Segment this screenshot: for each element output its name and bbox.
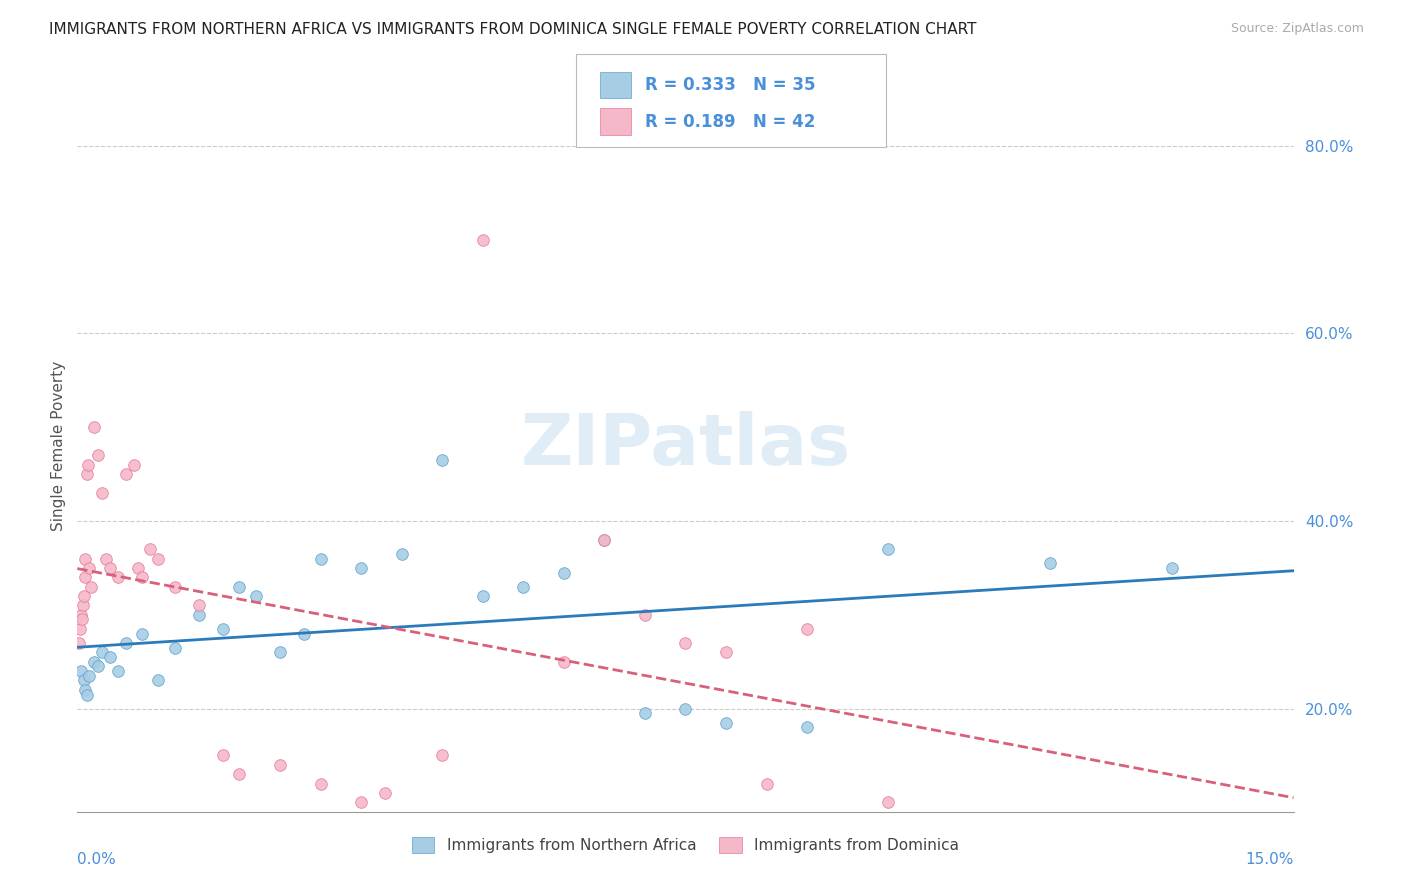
Point xyxy=(79,561,101,575)
Point xyxy=(122,458,145,472)
Point xyxy=(107,664,129,678)
Legend: Immigrants from Northern Africa, Immigrants from Dominica: Immigrants from Northern Africa, Immigra… xyxy=(405,830,966,859)
Point xyxy=(127,561,149,575)
Point xyxy=(675,636,697,650)
Point xyxy=(212,622,235,636)
Point xyxy=(73,570,96,584)
Point xyxy=(163,640,186,655)
Point xyxy=(309,551,332,566)
Point xyxy=(553,566,575,580)
Point xyxy=(796,720,818,734)
Point xyxy=(94,551,117,566)
Point xyxy=(430,453,453,467)
Point xyxy=(148,551,170,566)
Point xyxy=(75,551,97,566)
Text: 15.0%: 15.0% xyxy=(1246,852,1294,867)
Point xyxy=(79,669,101,683)
Point xyxy=(309,776,332,790)
Point xyxy=(1039,556,1062,570)
Point xyxy=(374,786,396,800)
Point xyxy=(1161,561,1184,575)
Point xyxy=(228,580,250,594)
Point xyxy=(212,748,235,763)
Point xyxy=(115,467,138,482)
Point xyxy=(796,622,818,636)
Point xyxy=(115,636,138,650)
Point xyxy=(391,547,413,561)
Text: Source: ZipAtlas.com: Source: ZipAtlas.com xyxy=(1230,22,1364,36)
Point xyxy=(675,701,697,715)
Point xyxy=(553,655,575,669)
Point xyxy=(228,767,250,781)
Point xyxy=(73,673,96,688)
Point xyxy=(98,650,121,665)
Point xyxy=(471,233,494,247)
Point xyxy=(90,486,112,500)
Point xyxy=(350,561,373,575)
Point xyxy=(69,622,91,636)
Point xyxy=(83,655,105,669)
Point xyxy=(72,599,94,613)
Point xyxy=(70,607,93,622)
Point xyxy=(634,706,657,721)
Point xyxy=(80,580,103,594)
Point xyxy=(714,645,737,659)
Text: IMMIGRANTS FROM NORTHERN AFRICA VS IMMIGRANTS FROM DOMINICA SINGLE FEMALE POVERT: IMMIGRANTS FROM NORTHERN AFRICA VS IMMIG… xyxy=(49,22,977,37)
Point xyxy=(593,533,616,547)
Text: 0.0%: 0.0% xyxy=(77,852,117,867)
Point xyxy=(188,599,211,613)
Point xyxy=(471,589,494,603)
Point xyxy=(131,626,153,640)
Point xyxy=(245,589,267,603)
Point xyxy=(292,626,315,640)
Text: R = 0.333   N = 35: R = 0.333 N = 35 xyxy=(645,76,815,94)
Text: ZIPatlas: ZIPatlas xyxy=(520,411,851,481)
Point xyxy=(76,467,98,482)
Point xyxy=(269,757,291,772)
Point xyxy=(877,795,900,809)
Point xyxy=(269,645,291,659)
Point xyxy=(70,612,93,626)
Point xyxy=(139,542,162,557)
Point xyxy=(83,420,105,434)
Point xyxy=(714,715,737,730)
Point xyxy=(131,570,153,584)
Point xyxy=(76,458,98,472)
Point xyxy=(86,449,108,463)
Point xyxy=(67,636,90,650)
Text: R = 0.189   N = 42: R = 0.189 N = 42 xyxy=(645,112,815,130)
Point xyxy=(163,580,186,594)
Point xyxy=(86,659,108,673)
Point xyxy=(755,776,778,790)
Point xyxy=(76,688,98,702)
Point xyxy=(593,533,616,547)
Point xyxy=(188,607,211,622)
Point xyxy=(350,795,373,809)
Point xyxy=(877,542,900,557)
Point xyxy=(70,664,93,678)
Point xyxy=(148,673,170,688)
Point xyxy=(73,589,96,603)
Point xyxy=(75,682,97,697)
Point xyxy=(107,570,129,584)
Point xyxy=(634,607,657,622)
Point xyxy=(90,645,112,659)
Point xyxy=(512,580,534,594)
Y-axis label: Single Female Poverty: Single Female Poverty xyxy=(51,361,66,531)
Point xyxy=(98,561,121,575)
Point xyxy=(430,748,453,763)
